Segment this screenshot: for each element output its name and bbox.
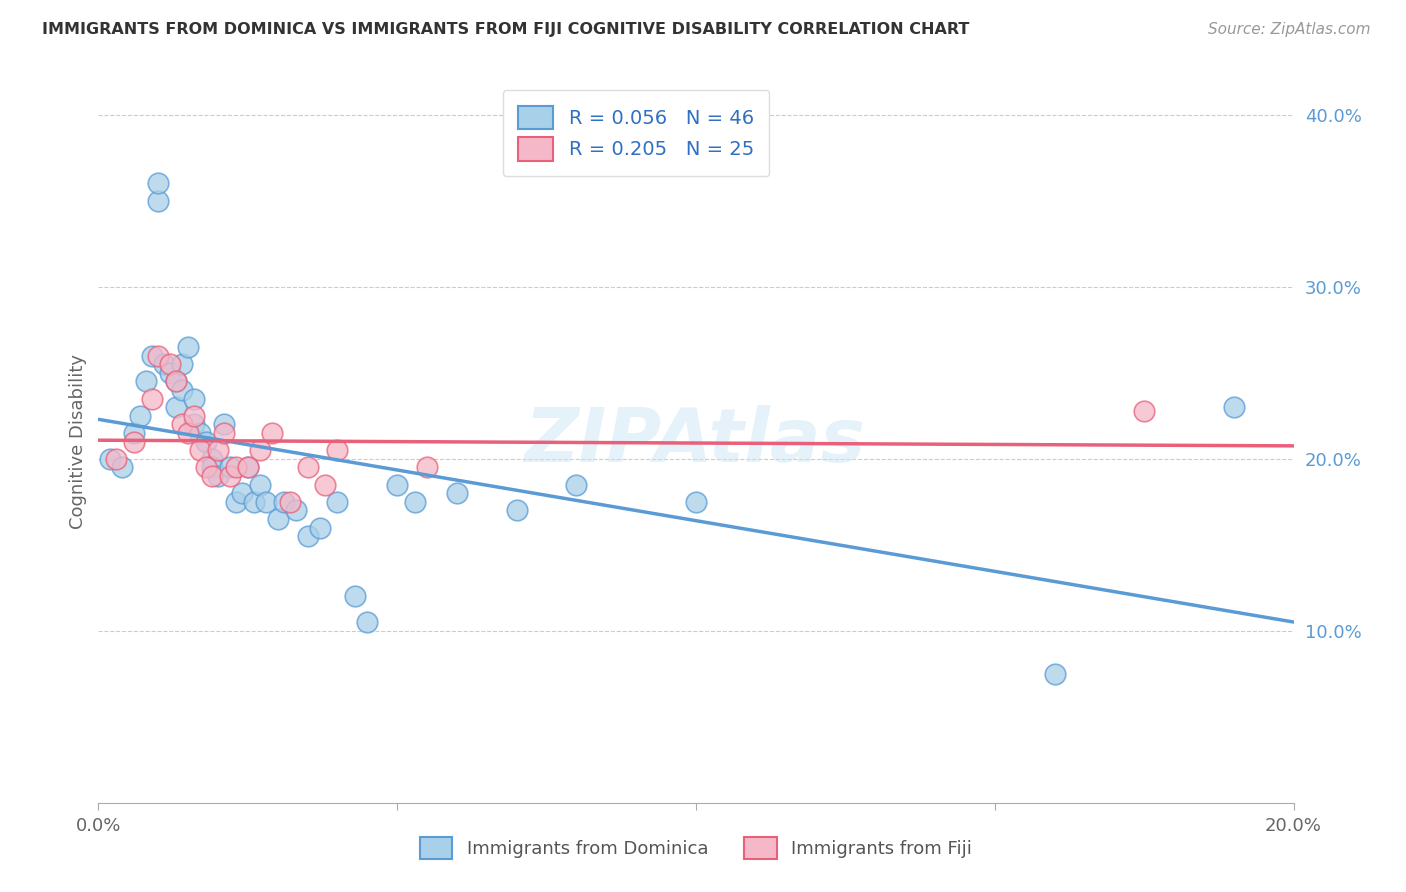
Point [183,417,205,432]
Point [172,417,194,432]
Point [1133,403,1156,417]
Point [188,443,211,458]
Point [416,460,439,475]
Point [165,375,187,389]
Point [183,409,205,423]
Point [201,451,224,466]
Text: ZIPAtlas: ZIPAtlas [526,405,866,478]
Text: IMMIGRANTS FROM DOMINICA VS IMMIGRANTS FROM FIJI COGNITIVE DISABILITY CORRELATIO: IMMIGRANTS FROM DOMINICA VS IMMIGRANTS F… [42,22,970,37]
Point [231,486,253,500]
Point [212,417,235,432]
Point [225,460,247,475]
Point [153,357,176,371]
Point [243,494,266,508]
Point [148,194,170,208]
Point [172,383,194,397]
Point [219,460,242,475]
Point [159,366,181,380]
Point [165,375,187,389]
Point [565,477,588,491]
Point [111,460,134,475]
Point [124,425,146,440]
Point [326,494,349,508]
Point [249,477,271,491]
Y-axis label: Cognitive Disability: Cognitive Disability [69,354,87,529]
Point [344,590,367,604]
Point [195,460,218,475]
Point [446,486,468,500]
Point [297,460,319,475]
Point [129,409,152,423]
Point [165,400,187,414]
Point [207,469,229,483]
Point [105,451,128,466]
Point [236,460,259,475]
Point [124,434,146,449]
Point [267,512,290,526]
Point [98,451,122,466]
Point [219,469,242,483]
Point [188,425,211,440]
Point [212,425,235,440]
Text: Source: ZipAtlas.com: Source: ZipAtlas.com [1208,22,1371,37]
Legend: Immigrants from Dominica, Immigrants from Fiji: Immigrants from Dominica, Immigrants fro… [412,830,980,866]
Point [177,340,200,354]
Point [236,460,259,475]
Point [260,425,283,440]
Point [506,503,529,517]
Point [148,349,170,363]
Point [1043,666,1066,681]
Point [356,615,378,630]
Point [308,520,330,534]
Point [141,349,163,363]
Point [326,443,349,458]
Point [159,357,181,371]
Point [254,494,277,508]
Point [685,494,707,508]
Point [148,177,170,191]
Point [385,477,409,491]
Point [273,494,295,508]
Point [1223,400,1246,414]
Point [172,357,194,371]
Point [404,494,426,508]
Point [183,392,205,406]
Point [207,443,229,458]
Point [315,477,337,491]
Point [135,375,157,389]
Point [278,494,301,508]
Point [201,460,224,475]
Point [177,425,200,440]
Point [195,434,218,449]
Point [284,503,307,517]
Point [201,469,224,483]
Point [249,443,271,458]
Point [225,494,247,508]
Point [141,392,163,406]
Point [297,529,319,543]
